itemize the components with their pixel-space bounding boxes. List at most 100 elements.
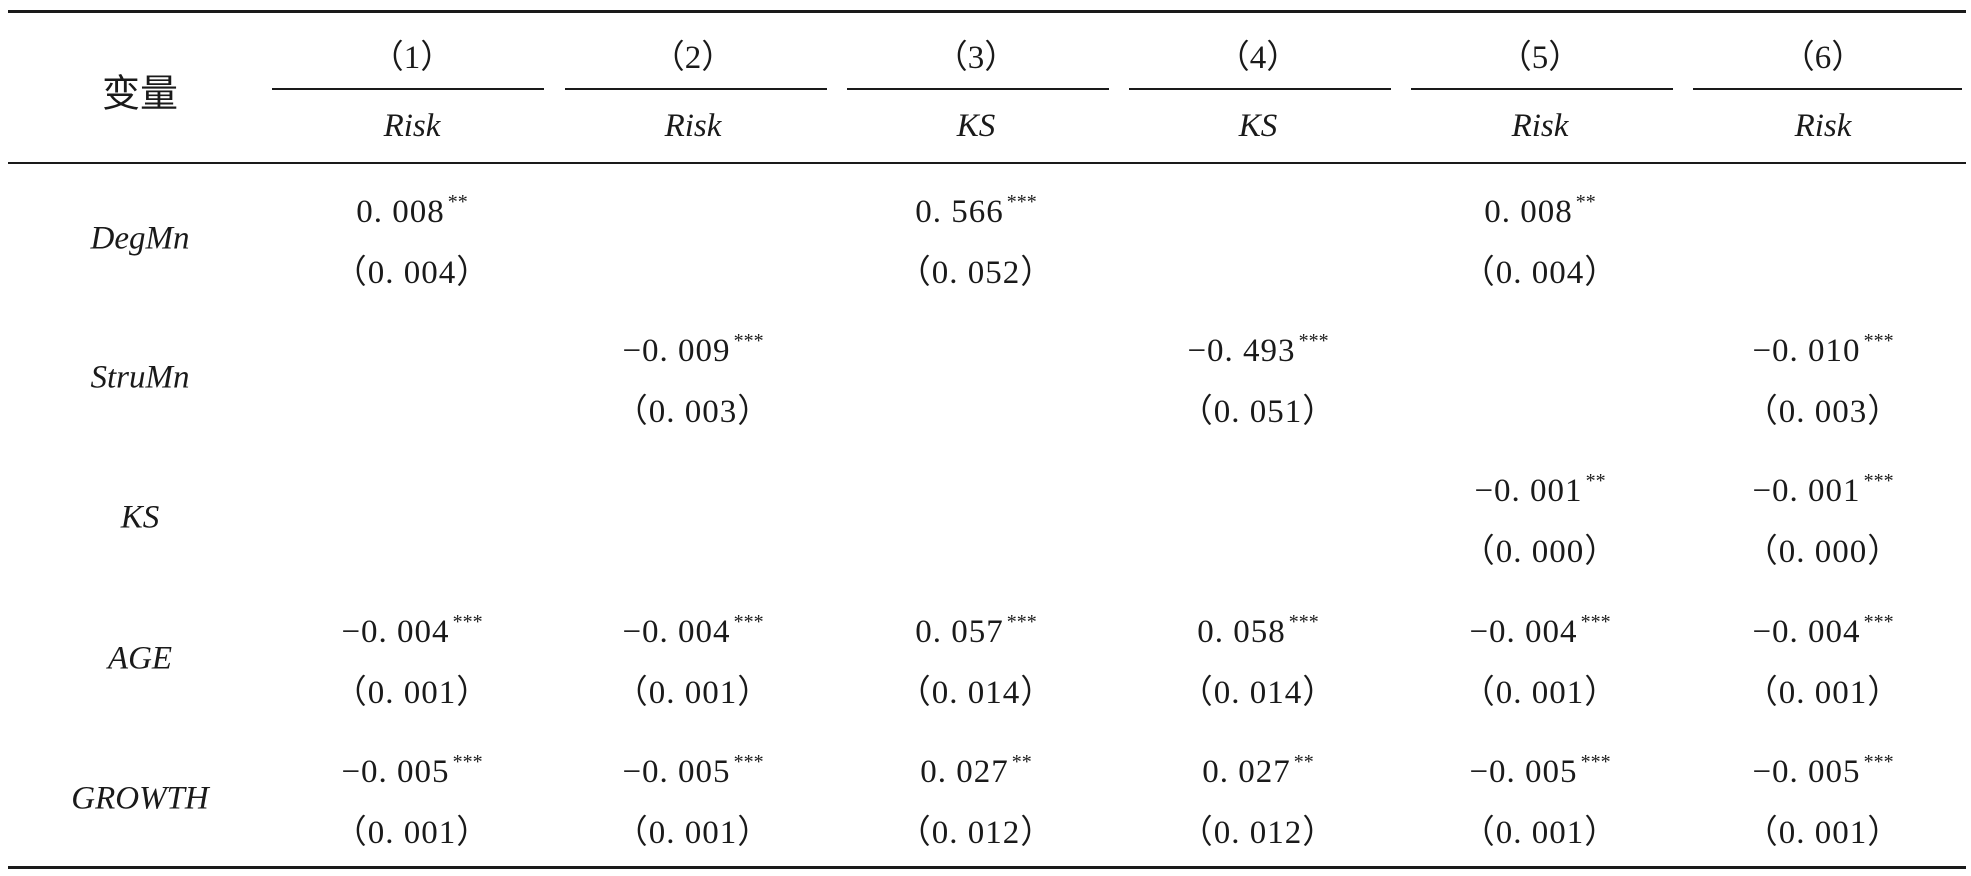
header-rule — [8, 162, 1966, 164]
standard-error: （0. 012） — [1179, 815, 1337, 851]
standard-error: （0. 014） — [1179, 675, 1337, 711]
dependent-variable-2: Risk — [664, 108, 722, 144]
significance-stars: *** — [733, 330, 764, 352]
coefficient-value: 0. 027 — [920, 754, 1009, 790]
significance-stars: ** — [1575, 191, 1596, 213]
coefficient: −0. 004 *** — [341, 611, 482, 651]
column-group-rule — [1411, 88, 1673, 90]
column-number-3: （3） — [934, 40, 1018, 76]
dependent-variable-4: KS — [1238, 108, 1278, 144]
significance-stars: ** — [447, 191, 468, 213]
coefficient: −0. 001 ** — [1474, 470, 1605, 510]
coefficient-value: 0. 566 — [915, 194, 1004, 230]
coefficient: 0. 027 ** — [1202, 751, 1314, 791]
standard-error: （0. 012） — [897, 815, 1055, 851]
coefficient-value: −0. 009 — [622, 333, 731, 369]
column-group-rule — [1693, 88, 1962, 90]
column-number-4: （4） — [1216, 40, 1300, 76]
column-group-rule — [1129, 88, 1391, 90]
column-number-5: （5） — [1498, 40, 1582, 76]
standard-error: （0. 004） — [333, 255, 491, 291]
dependent-variable-1: Risk — [383, 108, 441, 144]
coefficient: −0. 005 *** — [622, 751, 763, 791]
row-label: DegMn — [90, 220, 190, 257]
coefficient-value: −0. 005 — [622, 754, 731, 790]
significance-stars: ** — [1293, 751, 1314, 773]
significance-stars: *** — [1288, 611, 1319, 633]
significance-stars: ** — [1011, 751, 1032, 773]
coefficient-value: −0. 001 — [1474, 473, 1583, 509]
significance-stars: *** — [1863, 330, 1894, 352]
coefficient-value: 0. 057 — [915, 614, 1004, 650]
significance-stars: *** — [1863, 470, 1894, 492]
coefficient: 0. 008 ** — [356, 191, 468, 231]
significance-stars: *** — [733, 611, 764, 633]
coefficient: −0. 001 *** — [1752, 470, 1893, 510]
coefficient-value: −0. 005 — [1469, 754, 1578, 790]
standard-error: （0. 014） — [897, 675, 1055, 711]
coefficient: 0. 008 ** — [1484, 191, 1596, 231]
coefficient: 0. 566 *** — [915, 191, 1037, 231]
significance-stars: *** — [452, 611, 483, 633]
coefficient: −0. 009 *** — [622, 330, 763, 370]
coefficient-value: −0. 004 — [341, 614, 450, 650]
coefficient-value: 0. 027 — [1202, 754, 1291, 790]
significance-stars: *** — [452, 751, 483, 773]
coefficient-value: −0. 005 — [341, 754, 450, 790]
variable-header: 变量 — [101, 71, 179, 116]
standard-error: （0. 051） — [1179, 394, 1337, 430]
significance-stars: *** — [1863, 611, 1894, 633]
standard-error: （0. 001） — [333, 675, 491, 711]
significance-stars: *** — [1580, 751, 1611, 773]
row-label: StruMn — [90, 359, 190, 396]
dependent-variable-5: Risk — [1511, 108, 1569, 144]
top-rule — [8, 10, 1966, 13]
coefficient-value: 0. 008 — [1484, 194, 1573, 230]
standard-error: （0. 004） — [1461, 255, 1619, 291]
standard-error: （0. 001） — [1744, 815, 1902, 851]
standard-error: （0. 003） — [1744, 394, 1902, 430]
coefficient: −0. 493 *** — [1187, 330, 1328, 370]
standard-error: （0. 003） — [614, 394, 772, 430]
significance-stars: *** — [733, 751, 764, 773]
coefficient-value: 0. 008 — [356, 194, 445, 230]
coefficient-value: −0. 493 — [1187, 333, 1296, 369]
standard-error: （0. 001） — [333, 815, 491, 851]
coefficient-value: −0. 010 — [1752, 333, 1861, 369]
row-label: GROWTH — [71, 780, 209, 817]
coefficient-value: −0. 004 — [622, 614, 731, 650]
coefficient-value: −0. 001 — [1752, 473, 1861, 509]
coefficient: −0. 010 *** — [1752, 330, 1893, 370]
standard-error: （0. 052） — [897, 255, 1055, 291]
bottom-rule — [8, 866, 1966, 869]
standard-error: （0. 000） — [1461, 534, 1619, 570]
coefficient-value: −0. 004 — [1752, 614, 1861, 650]
standard-error: （0. 001） — [1461, 675, 1619, 711]
significance-stars: ** — [1585, 470, 1606, 492]
column-number-2: （2） — [651, 40, 735, 76]
coefficient: −0. 005 *** — [1752, 751, 1893, 791]
significance-stars: *** — [1298, 330, 1329, 352]
row-label: AGE — [107, 640, 173, 677]
coefficient-value: −0. 005 — [1752, 754, 1861, 790]
coefficient: 0. 058 *** — [1197, 611, 1319, 651]
coefficient: −0. 005 *** — [1469, 751, 1610, 791]
significance-stars: *** — [1006, 611, 1037, 633]
coefficient-value: 0. 058 — [1197, 614, 1286, 650]
column-number-6: （6） — [1781, 40, 1865, 76]
coefficient-value: −0. 004 — [1469, 614, 1578, 650]
coefficient: 0. 057 *** — [915, 611, 1037, 651]
dependent-variable-3: KS — [956, 108, 996, 144]
column-group-rule — [272, 88, 544, 90]
standard-error: （0. 001） — [1744, 675, 1902, 711]
standard-error: （0. 001） — [614, 815, 772, 851]
significance-stars: *** — [1863, 751, 1894, 773]
column-number-1: （1） — [370, 40, 454, 76]
significance-stars: *** — [1006, 191, 1037, 213]
column-group-rule — [565, 88, 827, 90]
coefficient: −0. 005 *** — [341, 751, 482, 791]
coefficient: −0. 004 *** — [622, 611, 763, 651]
standard-error: （0. 001） — [1461, 815, 1619, 851]
standard-error: （0. 000） — [1744, 534, 1902, 570]
